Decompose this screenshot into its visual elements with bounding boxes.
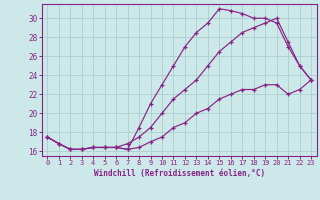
X-axis label: Windchill (Refroidissement éolien,°C): Windchill (Refroidissement éolien,°C) [94, 169, 265, 178]
